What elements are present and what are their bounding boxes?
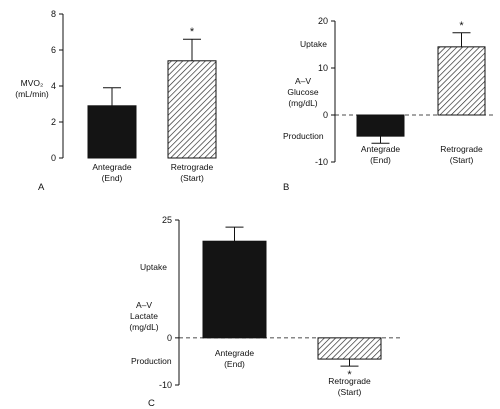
significance-star: * [459, 20, 464, 32]
category-label-line: (Start) [180, 173, 204, 183]
category-label-line: Antegrade [361, 144, 400, 154]
category-label-line: (End) [102, 173, 123, 183]
significance-star: * [190, 26, 195, 38]
bar [87, 105, 137, 159]
y-tick-label: 6 [51, 45, 56, 55]
bar [317, 337, 382, 360]
y-axis-label: MVO₂ (mL/min) [15, 78, 49, 99]
y-axis-label-line: Glucose [287, 87, 318, 97]
bar [356, 114, 405, 137]
panel-letter: B [283, 182, 289, 193]
category-label-line: Retrograde [328, 376, 371, 386]
category-label: Antegrade (End) [92, 162, 131, 183]
y-tick-label: -10 [315, 157, 328, 167]
y-axis-label-line: A–V [136, 300, 152, 310]
panel-c: -10 0 25 A–V Lactate (mg/dL) Uptake Production A… [129, 215, 400, 409]
category-label: Retrograde (Start) [171, 162, 214, 183]
side-label-uptake: Uptake [140, 262, 167, 272]
y-tick-label: 25 [162, 215, 172, 225]
side-label-production: Production [131, 356, 172, 366]
y-axis-label-line: A–V [295, 76, 311, 86]
category-label: Retrograde (Start) [440, 144, 483, 165]
y-axis-label-line: (mg/dL) [288, 98, 317, 108]
side-label-production: Production [283, 131, 324, 141]
category-label: Retrograde (Start) [328, 376, 371, 397]
panel-a: 0 2 4 6 8 MVO₂ (mL/min) Antegrade (End) * Retrogra… [15, 9, 217, 193]
y-axis-label-line: MVO₂ [21, 78, 44, 88]
bar [167, 60, 217, 159]
y-tick-label: 20 [318, 16, 328, 26]
y-axis-label-line: Lactate [130, 311, 158, 321]
y-tick-label: -10 [159, 380, 172, 390]
y-axis-label-line: (mg/dL) [129, 322, 158, 332]
category-label-line: (Start) [338, 387, 362, 397]
y-tick-label: 4 [51, 81, 56, 91]
panel-letter: C [148, 398, 155, 409]
category-label-line: Antegrade [215, 348, 254, 358]
category-label-line: Antegrade [92, 162, 131, 172]
y-axis-label: A–V Glucose (mg/dL) [287, 76, 318, 108]
category-label: Antegrade (End) [361, 144, 400, 165]
category-label-line: (End) [224, 359, 245, 369]
category-label-line: Retrograde [171, 162, 214, 172]
side-label-uptake: Uptake [300, 39, 327, 49]
category-label-line: (Start) [450, 155, 474, 165]
category-label: Antegrade (End) [215, 348, 254, 369]
panel-b: -10 0 10 20 A–V Glucose (mg/dL) Uptake Productio… [283, 16, 496, 193]
significance-star: * [347, 369, 352, 381]
bar [437, 46, 486, 116]
bar [202, 240, 267, 339]
category-label-line: Retrograde [440, 144, 483, 154]
y-axis-label: A–V Lactate (mg/dL) [129, 300, 158, 332]
y-tick-label: 0 [167, 333, 172, 343]
y-axis-label-line: (mL/min) [15, 89, 49, 99]
y-tick-label: 2 [51, 117, 56, 127]
y-tick-label: 10 [318, 63, 328, 73]
y-tick-label: 8 [51, 9, 56, 19]
y-tick-label: 0 [51, 153, 56, 163]
y-tick-label: 0 [323, 110, 328, 120]
category-label-line: (End) [370, 155, 391, 165]
panel-letter: A [38, 182, 45, 193]
